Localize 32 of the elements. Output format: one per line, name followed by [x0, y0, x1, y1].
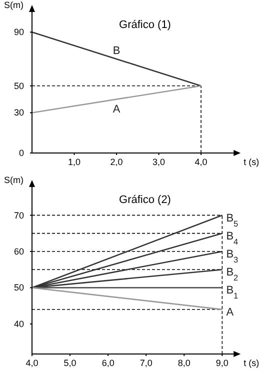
- text: Gráfico (1): [119, 19, 171, 31]
- y-tick-label: 90: [14, 27, 24, 38]
- y-tick-label: 30: [14, 108, 24, 118]
- y-tick-label: 50: [14, 80, 24, 91]
- x-tick-label: 4,0: [194, 157, 208, 167]
- y-tick-label: 50: [14, 282, 24, 293]
- series-label: B$_{5}$: [226, 212, 239, 228]
- series-label: B$_{4}$: [226, 230, 239, 246]
- series-label: B$_{3}$: [226, 248, 239, 264]
- x-axis-title: t (s): [244, 157, 260, 167]
- y-tick-label: 70: [14, 210, 24, 220]
- text: Gráfico (2): [119, 194, 171, 206]
- x-tick-label: 1,0: [68, 157, 81, 167]
- x-tick-label: 8,0: [178, 358, 190, 368]
- series-label: B: [112, 45, 120, 57]
- y-tick-label: 40: [14, 318, 24, 329]
- y-tick-label: 60: [14, 246, 24, 256]
- series-label: A: [112, 103, 121, 116]
- x-tick-label: 2,0: [110, 157, 123, 167]
- x-tick-label: 6,0: [102, 358, 114, 368]
- y-tick-label: 0: [18, 148, 24, 158]
- x-tick-label: 3,0: [152, 157, 166, 167]
- y-axis-title: S(m): [4, 175, 24, 185]
- x-tick-label: 7,0: [140, 358, 152, 368]
- y-axis-title: S(m): [4, 0, 24, 10]
- x-axis-title: t (s): [244, 358, 260, 368]
- x-tick-label: 4,0: [26, 358, 38, 368]
- series-label: A: [226, 306, 234, 318]
- x-tick-label: 9,0: [216, 358, 228, 368]
- series-label: B$_{1}$: [226, 284, 239, 300]
- x-tick-label: 5,0: [64, 358, 76, 368]
- series-label: B$_{2}$: [226, 266, 239, 282]
